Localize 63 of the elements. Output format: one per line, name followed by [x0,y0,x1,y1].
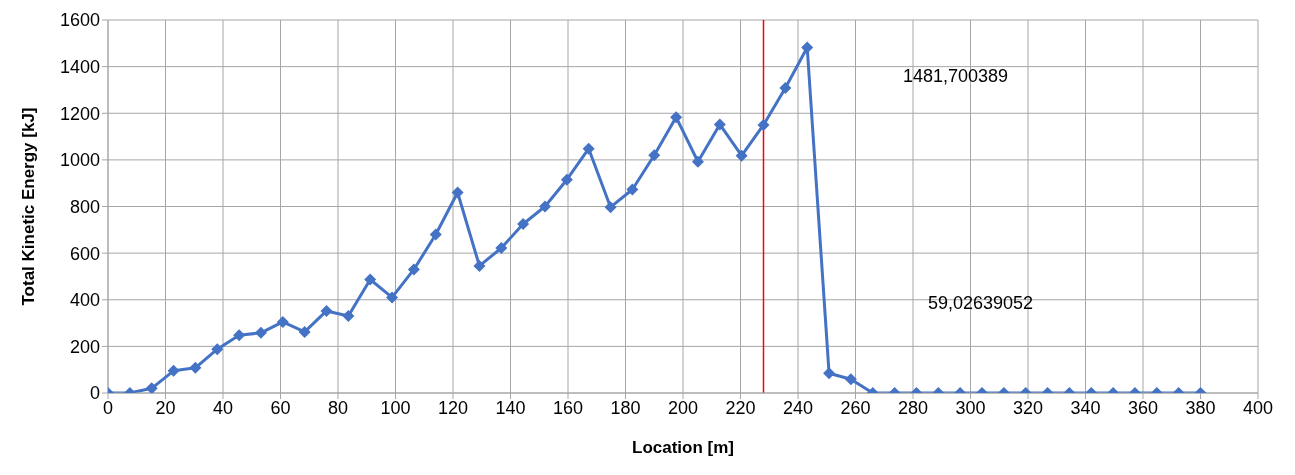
point [713,118,726,131]
point [364,273,377,286]
point [560,173,573,186]
point [495,242,508,254]
point [167,364,180,377]
point [298,325,311,338]
point [145,382,158,393]
point [757,118,770,131]
y-axis-title: Total Kinetic Energy [kJ] [19,107,39,306]
x-tick-label: 360 [1127,397,1159,418]
point [320,304,333,317]
point [254,326,267,339]
x-tick-label: 200 [667,397,699,418]
point [342,310,355,323]
point [691,155,704,168]
y-tick-label: 600 [69,243,100,264]
point [429,228,442,241]
point [517,217,530,230]
x-tick-label: 140 [495,397,526,418]
point [473,259,486,272]
point [539,200,551,213]
x-tick-label: 340 [1070,397,1101,418]
point [779,82,792,95]
point [626,183,639,196]
y-tick-label: 0 [89,383,100,404]
x-tick-label: 220 [725,397,756,418]
x-tick-label: 380 [1185,397,1216,418]
point [407,263,420,276]
point [670,111,683,124]
y-tick-label: 1000 [59,150,100,171]
y-tick-label: 1600 [59,10,100,31]
x-tick-label: 260 [840,397,871,418]
point [276,315,289,328]
annotation: 1481,700389 [903,66,1009,87]
point [386,291,399,304]
x-tick-label: 400 [1242,397,1274,418]
y-tick-label: 1200 [59,103,100,124]
x-tick-label: 240 [782,397,814,418]
x-tick-label: 120 [437,397,469,418]
point [451,186,464,199]
x-tick-label: 300 [955,397,986,418]
point [735,149,748,162]
point [582,142,595,155]
point [233,329,246,342]
annotation: 59,02639052 [928,293,1034,314]
y-tick-label: 800 [69,196,100,217]
x-tick-label: 60 [270,397,291,418]
x-tick-label: 160 [552,397,584,418]
y-tick-label: 1400 [59,57,100,78]
x-tick-label: 280 [897,397,929,418]
x-tick-label: 0 [102,397,114,418]
x-tick-label: 320 [1012,397,1044,418]
x-axis-title: Location [m] [632,438,734,457]
x-tick-label: 100 [380,397,411,418]
point [604,201,617,214]
point [648,149,661,162]
y-tick-label: 400 [69,290,100,311]
x-tick-label: 40 [212,397,234,418]
y-tick-label: 200 [69,336,100,357]
point [189,361,202,374]
x-tick-label: 180 [610,397,641,418]
x-tick-label: 20 [155,397,176,418]
x-tick-label: 80 [327,397,349,418]
